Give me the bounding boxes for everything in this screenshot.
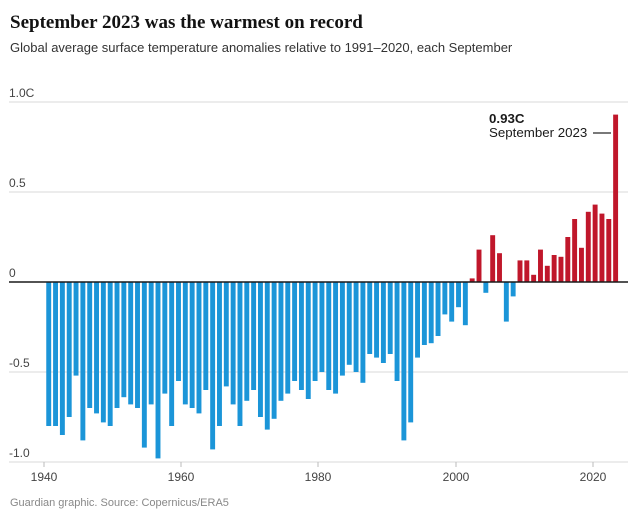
svg-text:2000: 2000 — [443, 470, 470, 484]
svg-text:September 2023: September 2023 — [489, 125, 587, 140]
svg-text:1940: 1940 — [31, 470, 58, 484]
svg-text:1980: 1980 — [305, 470, 332, 484]
svg-text:1960: 1960 — [168, 470, 195, 484]
svg-text:1.0C: 1.0C — [9, 86, 35, 100]
svg-text:-1.0: -1.0 — [9, 446, 30, 460]
svg-text:-0.5: -0.5 — [9, 356, 30, 370]
svg-text:0: 0 — [9, 266, 16, 280]
svg-text:0.93C: 0.93C — [489, 111, 525, 126]
svg-text:2020: 2020 — [580, 470, 607, 484]
svg-text:0.5: 0.5 — [9, 176, 26, 190]
